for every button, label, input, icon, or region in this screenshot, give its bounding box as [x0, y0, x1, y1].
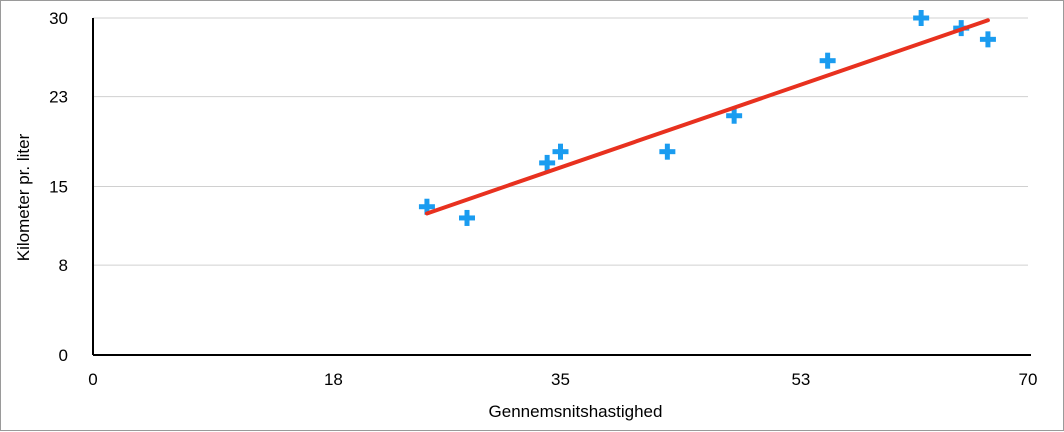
data-point	[552, 143, 569, 160]
x-tick-label: 18	[324, 370, 343, 389]
data-point	[913, 10, 930, 26]
data-point	[418, 198, 435, 215]
y-tick-label: 15	[49, 178, 68, 197]
data-point	[459, 209, 475, 226]
x-tick-label: 70	[1019, 370, 1038, 389]
data-point	[726, 107, 743, 124]
data-point	[659, 143, 676, 160]
y-tick-label: 23	[49, 88, 68, 107]
trendline	[424, 18, 990, 216]
x-axis-title: Gennemsnitshastighed	[489, 402, 663, 421]
y-axis-title: Kilometer pr. liter	[14, 133, 33, 261]
y-tick-label: 0	[59, 346, 68, 365]
x-tick-label: 0	[88, 370, 97, 389]
x-tick-label: 35	[551, 370, 570, 389]
y-tick-label: 8	[59, 256, 68, 275]
data-point	[819, 52, 836, 69]
data-point	[539, 154, 556, 171]
x-tick-label: 53	[791, 370, 810, 389]
data-point	[979, 31, 996, 48]
y-tick-label: 30	[49, 9, 68, 28]
